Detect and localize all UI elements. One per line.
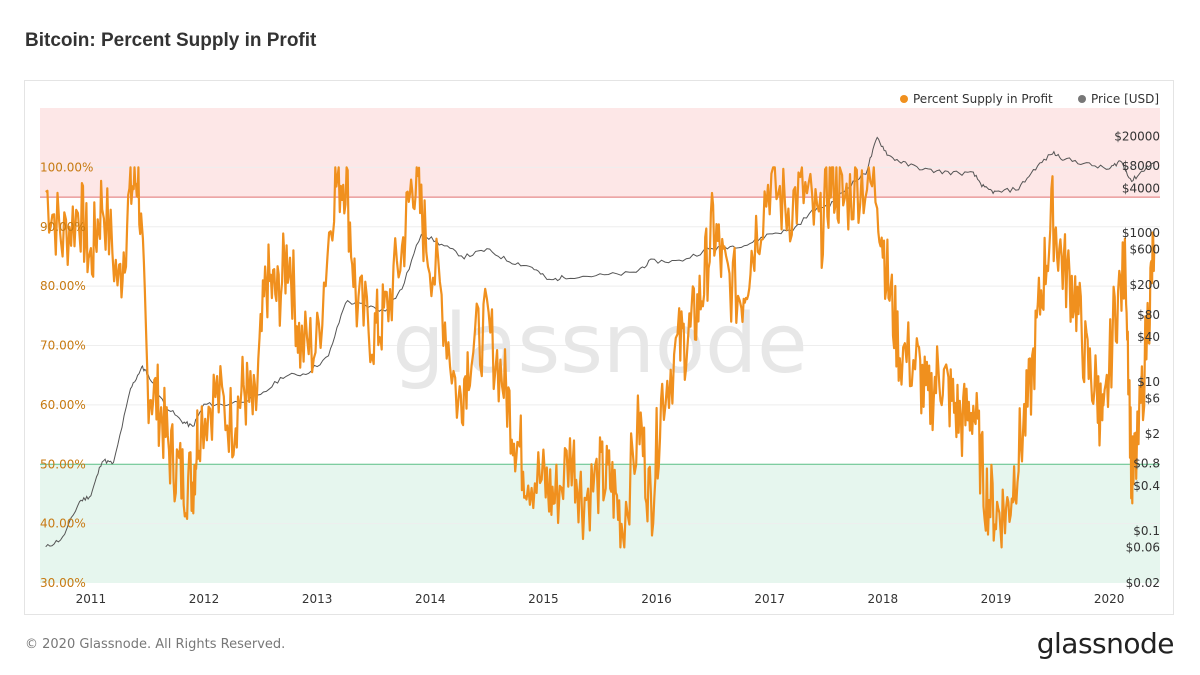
y-right-tick: $0.4	[1133, 479, 1160, 493]
chart-title: Bitcoin: Percent Supply in Profit	[25, 30, 317, 51]
glassnode-logo[interactable]: glassnode	[1036, 627, 1175, 660]
x-tick: 2015	[528, 592, 559, 606]
axis-layer: 100.00% 90.00% 80.00% 70.00% 60.00% 50.00% 40.…	[40, 129, 1160, 606]
y-left-tick: 80.00%	[40, 279, 86, 293]
x-tick: 2018	[868, 592, 899, 606]
x-tick: 2019	[981, 592, 1012, 606]
y-right-tick: $8000	[1122, 159, 1160, 173]
legend-price-label: Price [USD]	[1091, 92, 1159, 106]
copyright-text: © 2020 Glassnode. All Rights Reserved.	[25, 637, 286, 652]
series-layer	[45, 136, 1156, 549]
y-right-tick: $40	[1137, 330, 1160, 344]
y-right-tick: $0.8	[1133, 457, 1160, 471]
band-0	[40, 108, 1160, 198]
x-tick: 2016	[641, 592, 672, 606]
grid-layer	[40, 166, 1160, 525]
watermark: glassnode	[392, 297, 807, 392]
chart-frame	[24, 80, 1174, 615]
y-right-tick: $4000	[1122, 181, 1160, 195]
y-left-tick: 100.00%	[40, 160, 93, 174]
y-right-tick: $1000	[1122, 226, 1160, 240]
y-left-tick: 40.00%	[40, 517, 86, 531]
y-right-tick: $0.06	[1126, 540, 1160, 554]
percent-supply-profit-line	[45, 166, 1156, 549]
y-right-tick: $2	[1145, 427, 1160, 441]
y-left-tick: 70.00%	[40, 339, 86, 353]
x-tick: 2014	[415, 592, 446, 606]
y-left-tick: 50.00%	[40, 457, 86, 471]
y-right-tick: $0.02	[1126, 576, 1160, 590]
y-left-tick: 90.00%	[40, 220, 86, 234]
y-right-tick: $10	[1137, 375, 1160, 389]
y-right-tick: $6	[1145, 392, 1160, 406]
y-left-tick: 30.00%	[40, 576, 86, 590]
y-right-tick: $0.1	[1133, 524, 1160, 538]
x-tick: 2012	[189, 592, 220, 606]
x-tick: 2017	[754, 592, 785, 606]
legend-profit-label: Percent Supply in Profit	[913, 92, 1053, 106]
y-left-tick: 60.00%	[40, 398, 86, 412]
x-tick: 2020	[1094, 592, 1125, 606]
legend[interactable]: Percent Supply in Profit Price [USD]	[900, 92, 1159, 106]
x-tick: 2013	[302, 592, 333, 606]
y-right-tick: $80	[1137, 308, 1160, 322]
legend-price-dot	[1078, 95, 1086, 103]
legend-profit-dot	[900, 95, 908, 103]
y-right-tick: $200	[1129, 278, 1160, 292]
x-tick: 2011	[76, 592, 107, 606]
y-right-tick: $600	[1129, 243, 1160, 257]
y-right-tick: $20000	[1114, 129, 1160, 143]
price-line	[45, 136, 1155, 548]
